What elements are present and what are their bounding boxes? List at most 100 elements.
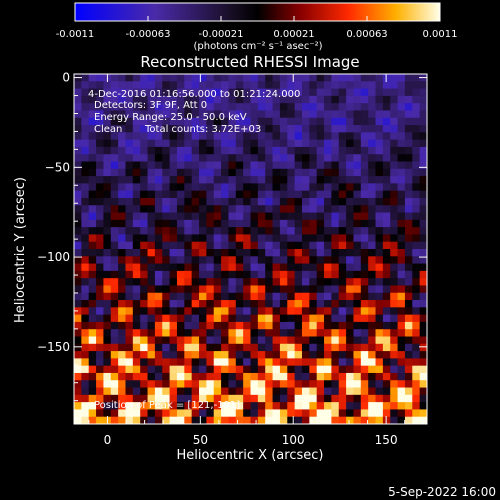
heatmap-cell (324, 351, 332, 359)
heatmap-cell (353, 95, 362, 104)
heatmap-cell (110, 307, 119, 316)
heatmap-cell (368, 197, 377, 206)
heatmap-cell (154, 402, 163, 411)
heatmap-cell (338, 314, 347, 323)
heatmap-cell (272, 329, 281, 338)
heatmap-cell (176, 249, 185, 257)
heatmap-cell (140, 307, 149, 316)
heatmap-cell (235, 372, 244, 381)
heatmap-cell (81, 161, 90, 170)
heatmap-cell (110, 292, 119, 301)
heatmap-cell (375, 409, 384, 418)
heatmap-cell (257, 227, 266, 236)
heatmap-cell (419, 95, 427, 104)
heatmap-cell (206, 88, 215, 97)
heatmap-cell (346, 314, 355, 323)
heatmap-cell (346, 241, 355, 250)
heatmap-cell (147, 183, 156, 192)
heatmap-cell (324, 380, 332, 389)
heatmap-cell (316, 183, 325, 192)
heatmap-cell (103, 321, 112, 330)
heatmap-cell (184, 168, 193, 177)
heatmap-cell (397, 263, 406, 272)
heatmap-cell (243, 285, 252, 294)
heatmap-cell (88, 205, 97, 214)
heatmap-cell (294, 263, 303, 272)
heatmap-cell (390, 161, 399, 170)
heatmap-cell (96, 307, 105, 316)
heatmap-cell (88, 343, 97, 352)
heatmap-cell (375, 336, 384, 345)
heatmap-cell (140, 336, 149, 345)
heatmap-cell (309, 351, 318, 359)
heatmap-cell (346, 329, 355, 338)
heatmap-cell (294, 219, 303, 228)
heatmap-cell (397, 139, 406, 148)
heatmap-cell (338, 270, 347, 279)
heatmap-cell (199, 95, 207, 104)
heatmap-cell (74, 205, 82, 214)
heatmap-cell (250, 190, 259, 199)
heatmap-cell (184, 278, 193, 287)
heatmap-cell (397, 219, 406, 228)
heatmap-cell (338, 132, 347, 141)
heatmap-cell (140, 256, 149, 265)
heatmap-cell (88, 292, 97, 301)
heatmap-cell (206, 103, 215, 112)
heatmap-cell (346, 103, 355, 112)
heatmap-cell (162, 234, 171, 243)
heatmap-cell (309, 307, 318, 316)
heatmap-cell (132, 183, 141, 192)
heatmap-cell (250, 161, 259, 170)
heatmap-cell (279, 343, 288, 352)
heatmap-cell (404, 285, 413, 294)
heatmap-cell (221, 74, 230, 82)
heatmap-cell (331, 125, 340, 133)
heatmap-cell (272, 270, 281, 279)
heatmap-cell (206, 380, 215, 389)
heatmap-cell (338, 88, 347, 97)
heatmap-cell (96, 183, 105, 192)
heatmap-cell (331, 336, 340, 345)
heatmap-cell (404, 161, 413, 170)
heatmap-cell (250, 300, 259, 308)
heatmap-cell (140, 190, 149, 199)
heatmap-cell (338, 394, 347, 403)
heatmap-cell (243, 300, 252, 308)
heatmap-cell (228, 314, 237, 323)
heatmap-cell (199, 300, 207, 308)
heatmap-cell (147, 270, 156, 279)
heatmap-cell (294, 249, 303, 257)
heatmap-cell (206, 176, 215, 184)
heatmap-cell (103, 88, 112, 97)
heatmap-cell (375, 197, 384, 206)
heatmap-cell (184, 125, 193, 133)
heatmap-cell (287, 205, 296, 214)
heatmap-cell (191, 183, 200, 192)
heatmap-cell (324, 300, 332, 308)
heatmap-cell (228, 292, 237, 301)
heatmap-cell (140, 183, 149, 192)
heatmap-cell (265, 394, 274, 403)
heatmap-cell (257, 212, 266, 221)
heatmap-cell (397, 270, 406, 279)
heatmap-cell (287, 416, 296, 424)
heatmap-cell (213, 205, 222, 214)
heatmap-cell (235, 285, 244, 294)
chart-title: Reconstructed RHESSI Image (140, 53, 359, 71)
heatmap-cell (265, 365, 274, 374)
heatmap-cell (279, 74, 288, 82)
heatmap-cell (324, 387, 332, 396)
heatmap-cell (140, 176, 149, 184)
heatmap-cell (390, 117, 399, 126)
annotation-counts: Total counts: 3.72E+03 (144, 124, 261, 135)
heatmap-cell (199, 387, 207, 396)
heatmap-cell (390, 183, 399, 192)
heatmap-cell (382, 110, 391, 119)
heatmap-cell (88, 387, 97, 396)
heatmap-cell (81, 329, 90, 338)
heatmap-cell (169, 343, 178, 352)
heatmap-cell (81, 358, 90, 367)
heatmap-cell (184, 416, 193, 424)
heatmap-cell (419, 351, 427, 359)
